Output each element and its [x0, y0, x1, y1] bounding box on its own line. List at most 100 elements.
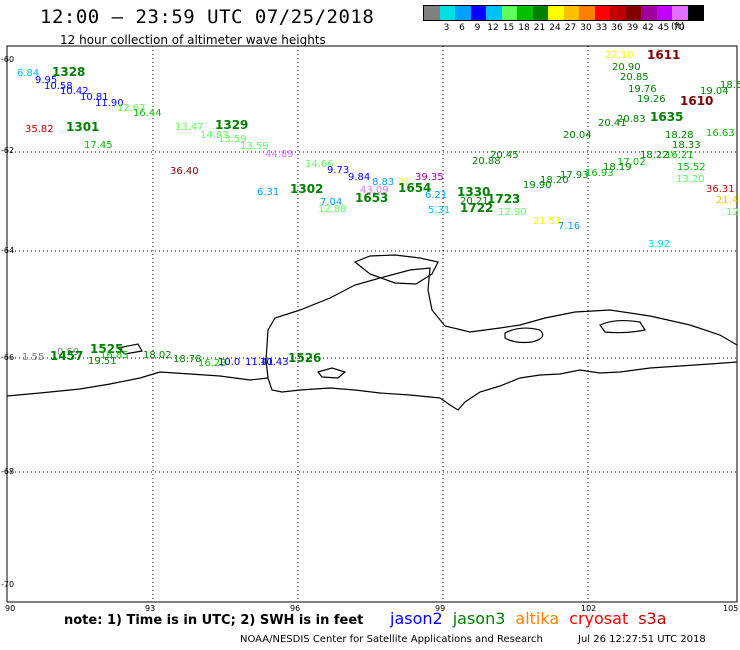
observation-wave-height: 13.59	[218, 134, 247, 145]
observation-wave-height: 16.85	[100, 350, 129, 361]
observation-wave-height: 16.44	[133, 108, 162, 119]
observation-wave-height: 18.19	[603, 162, 632, 173]
observation-wave-height: 6.84	[17, 68, 40, 79]
observation-wave-height: 17.02	[617, 157, 646, 168]
observation-time-label: 1457	[50, 349, 84, 363]
y-tick-label: -60	[1, 55, 15, 64]
observation-time-label: 1330	[457, 185, 491, 199]
observation-wave-height: 35.82	[25, 124, 54, 135]
legend-swatch	[455, 6, 471, 20]
legend-label: 24	[549, 23, 561, 33]
observation-wave-height: 14.83	[200, 130, 229, 141]
legend-swatch	[656, 6, 672, 20]
observation-wave-height: 18.20	[540, 175, 569, 186]
legend-swatch	[563, 6, 579, 20]
observation-wave-height: 10.0	[218, 357, 241, 368]
legend-swatch	[439, 6, 455, 20]
generated-timestamp: Jul 26 12:27:51 UTC 2018	[578, 634, 706, 645]
credit-line: NOAA/NESDIS Center for Satellite Applica…	[240, 634, 543, 645]
legend-swatch	[517, 6, 533, 20]
observation-wave-height: 7.16	[558, 221, 581, 232]
footer-note: note: 1) Time is in UTC; 2) SWH is in fe…	[64, 613, 364, 628]
observation-wave-height: 22.10	[605, 50, 634, 61]
observation-wave-height: 20.83	[617, 114, 646, 125]
observation-wave-height: 21.4	[716, 195, 739, 206]
observation-wave-height: 1.55	[22, 352, 45, 363]
observation-wave-height: 18.02	[143, 350, 172, 361]
y-tick-label: -68	[1, 467, 15, 476]
observation-wave-height: 16.21	[665, 150, 694, 161]
observation-wave-height: 18.5	[720, 80, 740, 91]
observation-wave-height: 36.31	[706, 184, 735, 195]
legend-label: 70	[673, 23, 685, 33]
x-tick-label: 105	[723, 604, 739, 613]
legend-swatch	[641, 6, 657, 20]
observation-time-label: 1635	[650, 110, 684, 124]
observation-time-label: 1610	[680, 94, 714, 108]
legend-swatch	[470, 6, 486, 20]
observation-wave-height: 16.23	[198, 358, 227, 369]
legend-swatch	[625, 6, 641, 20]
observation-time-label: 1653	[355, 191, 389, 205]
observation-wave-height: 18.33	[672, 140, 701, 151]
legend-swatch	[424, 6, 440, 20]
map-title: 12:00 – 23:59 UTC 07/25/2018	[40, 6, 375, 28]
observation-wave-height: 12	[726, 207, 739, 218]
observation-wave-height: 9.84	[348, 172, 371, 183]
observation-wave-height: 3.92	[648, 239, 671, 250]
color-legend: 3 6 9 12 15 18 21 24 27 30 33 36 39 42 45 70 (ft)	[423, 5, 704, 35]
satellite-jason2: jason2	[390, 609, 443, 628]
legend-swatch	[501, 6, 517, 20]
map-frame	[6, 45, 738, 603]
legend-swatch	[486, 6, 502, 20]
legend-label: 3	[443, 23, 450, 33]
observation-wave-height: 19.04	[700, 86, 729, 97]
observation-wave-height: 18.78	[173, 354, 202, 365]
observation-time-label: 1722	[460, 201, 494, 215]
satellite-s3a: s3a	[638, 609, 667, 628]
observation-wave-height: 13.20	[676, 174, 705, 185]
observation-wave-height: 11.90	[95, 98, 124, 109]
observation-wave-height: 10.43	[260, 357, 289, 368]
legend-label: 18	[518, 23, 530, 33]
observation-wave-height: 19.76	[628, 84, 657, 95]
observation-wave-height: 20.41	[598, 118, 627, 129]
observation-wave-height: 20.45	[490, 150, 519, 161]
legend-label: 12	[487, 23, 499, 33]
x-tick-label: 99	[435, 604, 446, 613]
legend-swatch	[548, 6, 564, 20]
legend-swatches	[423, 5, 704, 21]
observation-wave-height: 18.22	[640, 150, 669, 161]
observation-time-label: 1302	[290, 182, 324, 196]
observation-wave-height: 10.42	[60, 86, 89, 97]
observation-wave-height: 7.04	[320, 197, 343, 208]
legend-swatch	[532, 6, 548, 20]
graticule	[7, 46, 737, 602]
observation-time-label: 1328	[52, 65, 86, 79]
observation-wave-height: 39.35	[415, 172, 444, 183]
observation-wave-height: 17.93	[560, 170, 589, 181]
observation-wave-height: 21	[398, 177, 411, 188]
map-subtitle: 12 hour collection of altimeter wave hei…	[60, 33, 326, 47]
observation-wave-height: 15.52	[677, 162, 706, 173]
coastline	[6, 254, 738, 411]
legend-label: 36	[611, 23, 623, 33]
observation-wave-height: 6.31	[257, 187, 280, 198]
observation-wave-height: 13.59	[240, 141, 269, 152]
observation-wave-height: 6.21	[425, 190, 448, 201]
observation-wave-height: 20.88	[472, 156, 501, 167]
observation-wave-height: 20.85	[620, 72, 649, 83]
satellite-jason3: jason3	[452, 609, 506, 628]
observation-wave-height: 36.40	[170, 166, 199, 177]
x-tick-label: 102	[581, 604, 597, 613]
observation-wave-height: 19.90	[523, 180, 552, 191]
observation-time-label: 1301	[66, 120, 100, 134]
observation-wave-height: 12.67	[117, 103, 146, 114]
legend-label: 45	[657, 23, 670, 33]
observation-wave-height: 13.47	[175, 122, 204, 133]
observation-time-label: 1329	[215, 118, 249, 132]
x-tick-label: 93	[145, 604, 156, 613]
observation-wave-height: 17.45	[84, 140, 113, 151]
x-tick-label: 90	[5, 604, 16, 613]
